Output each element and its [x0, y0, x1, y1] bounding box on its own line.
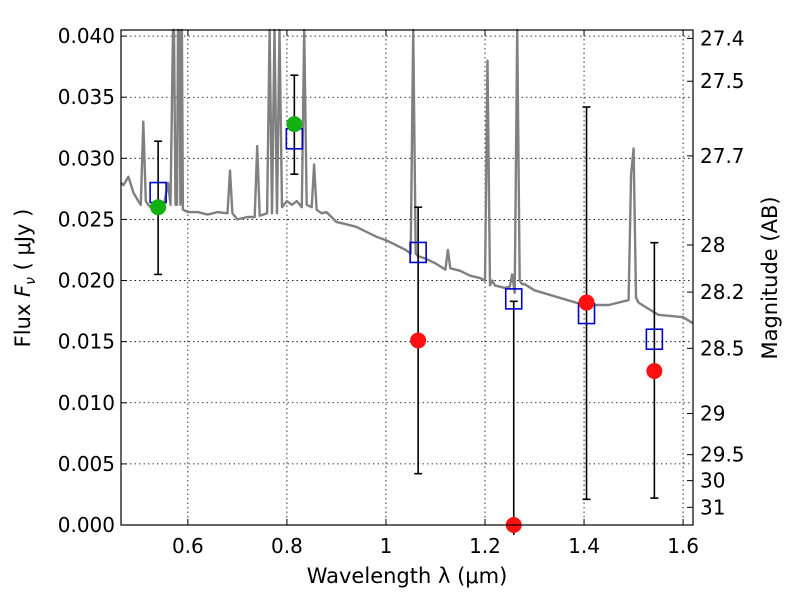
circle-marker [410, 332, 427, 349]
right-tick-label: 28.2 [700, 280, 745, 304]
y-tick-label: 0.015 [58, 330, 115, 354]
y-tick-label: 0.005 [58, 452, 115, 476]
right-tick-label: 28.5 [700, 336, 745, 360]
marker-layer [149, 116, 664, 533]
right-tick-label: 29.5 [700, 443, 745, 467]
y-tick-label: 0.010 [58, 391, 115, 415]
x-tick-label: 1.4 [568, 534, 600, 558]
y-tick-label: 0.030 [58, 146, 115, 170]
right-tick-label: 27.5 [700, 69, 745, 93]
right-tick-label: 27.4 [700, 26, 745, 50]
y-axis-title: Flux Fν ( μJy ) [11, 209, 39, 348]
y-tick-label: 0.040 [58, 24, 115, 48]
y-tick-label: 0.025 [58, 207, 115, 231]
x-tick-label: 0.8 [271, 534, 303, 558]
x-axis-title: Wavelength λ (μm) [307, 564, 508, 588]
circle-marker [578, 294, 595, 311]
plot-frame [120, 29, 694, 526]
right-tick-label: 27.7 [700, 144, 745, 168]
right-tick-label: 30 [700, 469, 725, 493]
circle-marker [646, 363, 663, 379]
square-marker [504, 288, 523, 310]
right-axis-title: Magnitude (AB) [758, 196, 782, 359]
circle-marker [150, 199, 167, 216]
x-tick-label: 0.6 [172, 534, 204, 558]
right-tick-label: 29 [700, 402, 725, 426]
right-tick-label: 28 [700, 233, 725, 257]
spectrum-layer [120, 28, 694, 325]
model-spectrum-line [120, 28, 694, 325]
y-tick-label: 0.000 [58, 513, 115, 537]
circle-marker [286, 116, 303, 133]
ticks: 0.6 0.8 1 1.2 1.4 1.6 0.000 0.005 0.010 0.015 0.02… [58, 24, 745, 558]
y-tick-label: 0.035 [58, 85, 115, 109]
right-tick-label: 31 [700, 495, 725, 519]
x-tick-label: 1.2 [469, 534, 501, 558]
y-tick-label: 0.020 [58, 269, 115, 293]
plot-background [121, 30, 693, 525]
x-tick-label: 1 [380, 534, 393, 558]
x-tick-label: 1.6 [667, 534, 699, 558]
square-marker [645, 328, 664, 351]
square-marker [409, 241, 427, 264]
